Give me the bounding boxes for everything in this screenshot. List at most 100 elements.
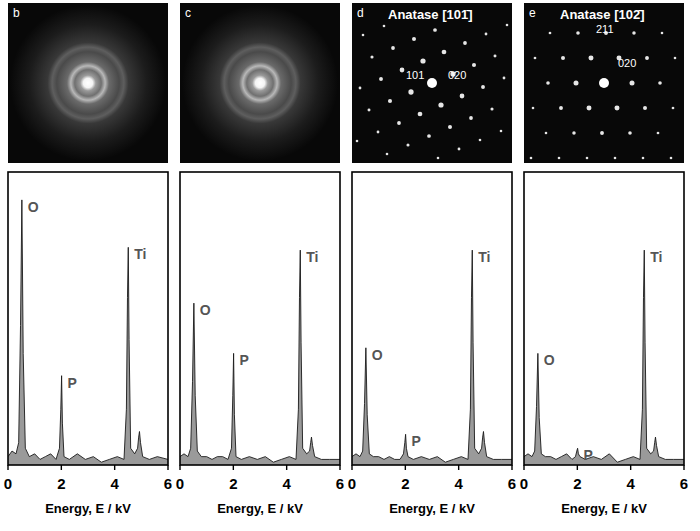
x-tick <box>339 465 340 470</box>
diffraction-spot <box>438 102 443 107</box>
diffraction-spot <box>388 99 392 103</box>
diffraction-spot <box>532 107 535 110</box>
diffraction-spot <box>600 131 604 135</box>
peak-label: P <box>584 447 593 463</box>
diffraction-spot <box>630 81 635 86</box>
spot-label: 020 <box>618 57 636 69</box>
diffraction-spot <box>589 56 594 61</box>
figure: bcAnatase [101̄]101020dAnatase [102̄]211… <box>0 0 700 531</box>
x-tick <box>511 465 512 470</box>
diffraction-spot <box>391 46 395 50</box>
spectrum-area <box>180 250 340 465</box>
diffraction-spot <box>672 107 675 110</box>
x-tick <box>233 465 234 470</box>
plot-frame <box>352 172 512 465</box>
diffraction-spot <box>481 85 485 89</box>
diffraction-spot <box>412 37 416 41</box>
diffraction-spot <box>587 106 592 111</box>
panel-letter: b <box>13 6 20 20</box>
diffraction-spot <box>657 132 660 135</box>
x-tick-label: 2 <box>229 475 237 492</box>
diffraction-spot <box>559 106 563 110</box>
diffraction-rings <box>182 5 338 161</box>
x-tick <box>523 465 524 470</box>
pattern-background <box>524 3 684 163</box>
spot-label: 020 <box>448 69 466 81</box>
x-tick-label: 4 <box>282 475 291 492</box>
diffraction-spot <box>485 33 488 36</box>
diffraction-spot <box>628 131 632 135</box>
x-tick-label: 2 <box>401 475 409 492</box>
diffraction-spot <box>418 112 423 117</box>
diffraction-spot <box>420 58 425 63</box>
diffraction-rings <box>10 5 166 161</box>
diffraction-spot <box>472 63 476 67</box>
x-tick-label: 4 <box>626 475 635 492</box>
x-tick <box>577 465 578 470</box>
diffraction-spot <box>549 32 552 35</box>
diffraction-spot <box>437 157 440 160</box>
diffraction-panel: c <box>180 3 340 163</box>
diffraction-spot <box>546 81 550 85</box>
diffraction-spot <box>359 87 362 90</box>
x-axis-title: Energy, E / kV <box>389 501 475 516</box>
diffraction-spot <box>427 134 431 138</box>
peak-label: O <box>200 302 211 318</box>
spectrum-panel: 0246Energy, E / kVOPTi <box>4 172 172 516</box>
peak-label: Ti <box>134 246 146 262</box>
diffraction-panel: Anatase [102̄]211 020 e <box>524 3 684 163</box>
x-tick-label: 2 <box>573 475 581 492</box>
x-tick <box>458 465 459 470</box>
diffraction-spot <box>670 157 673 160</box>
spectrum-panel: 0246Energy, E / kVOPTi <box>520 172 688 516</box>
diffraction-spot <box>674 57 677 60</box>
diffraction-spot <box>400 68 405 73</box>
diffraction-spot <box>658 81 662 85</box>
diffraction-spot <box>632 31 635 34</box>
spectrum-marks <box>352 250 512 465</box>
pattern-background <box>8 3 168 163</box>
x-tick <box>630 465 631 470</box>
diffraction-spot <box>469 116 473 120</box>
diffraction-spot <box>534 57 537 60</box>
diffraction-spot <box>383 25 386 28</box>
spectrum-panel: 0246Energy, E / kVOPTi <box>176 172 344 516</box>
diffraction-spot <box>500 130 503 133</box>
diffraction-spot <box>545 132 548 135</box>
diffraction-spot <box>642 157 645 160</box>
panel-letter: e <box>529 6 536 20</box>
plot-frame <box>524 172 684 465</box>
diffraction-spot <box>558 157 561 160</box>
x-axis-title: Energy, E / kV <box>217 501 303 516</box>
diffraction-spot <box>645 56 649 60</box>
diffraction-spot <box>572 131 575 134</box>
diffraction-spot <box>503 77 506 80</box>
diffraction-spot <box>386 153 389 156</box>
spectrum-area <box>8 200 168 465</box>
x-tick-label: 6 <box>680 475 688 492</box>
pattern-background <box>180 3 340 163</box>
panel-letter: c <box>185 6 191 20</box>
spot-label: 211 <box>596 23 614 35</box>
peak-label: Ti <box>650 249 662 265</box>
diffraction-panel: Anatase [101̄]101020d <box>352 3 512 163</box>
diffraction-spot <box>643 106 647 110</box>
diffraction-spot <box>379 77 383 81</box>
peak-label: O <box>28 199 39 215</box>
diffraction-spot <box>362 34 365 37</box>
diffraction-spot <box>406 143 409 146</box>
diffraction-spot <box>356 140 359 143</box>
diffraction-spot <box>448 125 452 129</box>
diffraction-spot <box>494 55 497 58</box>
diffraction-spot <box>433 28 437 32</box>
diffraction-spot <box>368 109 371 112</box>
pattern-title: Anatase [102̄] <box>560 7 645 22</box>
spectrum-line <box>180 250 340 462</box>
diffraction-spot <box>479 139 482 142</box>
spectrum-marks <box>8 200 168 465</box>
x-tick <box>167 465 168 470</box>
x-tick <box>179 465 180 470</box>
x-tick <box>405 465 406 470</box>
peak-label: O <box>372 347 383 363</box>
peak-label: Ti <box>306 249 318 265</box>
